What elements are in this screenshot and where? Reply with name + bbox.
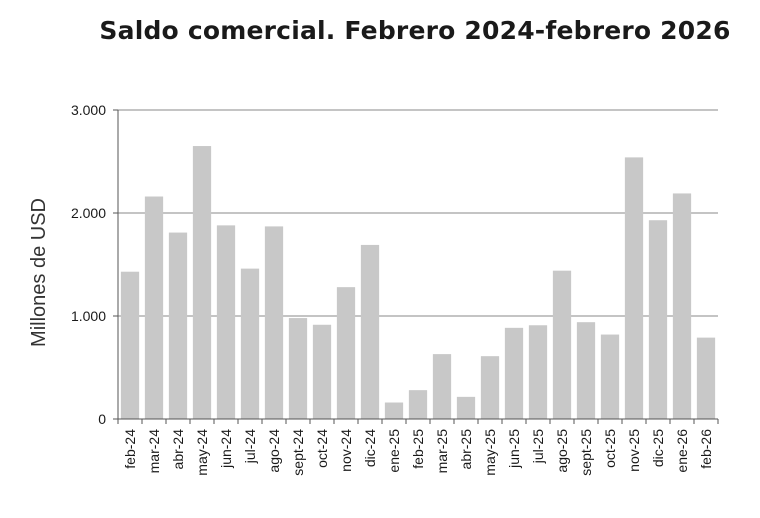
bar bbox=[288, 318, 308, 419]
y-tick-label: 1.000 bbox=[71, 308, 106, 324]
x-tick-label: ene-25 bbox=[386, 429, 402, 473]
x-tick-label: feb-24 bbox=[122, 429, 138, 469]
x-tick-label: sept-24 bbox=[290, 429, 306, 476]
x-tick-label: nov-25 bbox=[626, 429, 642, 472]
bar bbox=[456, 396, 476, 419]
x-tick-label: may-25 bbox=[482, 429, 498, 476]
bar bbox=[552, 270, 572, 419]
bar bbox=[336, 287, 356, 419]
x-tick-label: jul-24 bbox=[242, 429, 258, 464]
x-tick-label: oct-24 bbox=[314, 429, 330, 468]
x-tick-label: ago-25 bbox=[554, 429, 570, 473]
bar bbox=[216, 225, 236, 419]
bar bbox=[672, 193, 692, 419]
bar bbox=[600, 334, 620, 419]
x-tick-label: ago-24 bbox=[266, 429, 282, 473]
bar bbox=[144, 196, 164, 419]
bar bbox=[480, 356, 500, 419]
bar bbox=[384, 402, 404, 419]
y-tick-label: 2.000 bbox=[71, 205, 106, 221]
x-tick-label: jun-25 bbox=[506, 429, 522, 469]
bar bbox=[576, 322, 596, 419]
y-tick-label: 0 bbox=[98, 411, 106, 427]
bar bbox=[264, 226, 284, 419]
bar bbox=[624, 157, 644, 419]
bar bbox=[192, 146, 212, 420]
x-tick-label: ene-26 bbox=[674, 429, 690, 473]
bar bbox=[360, 244, 380, 419]
x-tick-label: feb-26 bbox=[698, 429, 714, 469]
axes bbox=[113, 109, 719, 424]
x-tick-label: dic-24 bbox=[362, 429, 378, 467]
x-tick-label: sept-25 bbox=[578, 429, 594, 476]
bar bbox=[432, 354, 452, 419]
x-tick-label: oct-25 bbox=[602, 429, 618, 468]
bar bbox=[528, 325, 548, 419]
bar bbox=[240, 268, 260, 419]
x-tick-label: jun-24 bbox=[218, 429, 234, 469]
x-tick-label: dic-25 bbox=[650, 429, 666, 467]
bar bbox=[408, 390, 428, 419]
bars bbox=[120, 146, 716, 420]
bar bbox=[168, 232, 188, 419]
chart-title: Saldo comercial. Febrero 2024-febrero 20… bbox=[99, 16, 731, 45]
y-tick-label: 3.000 bbox=[71, 102, 106, 118]
bar bbox=[648, 220, 668, 419]
x-tick-label: may-24 bbox=[194, 429, 210, 476]
y-axis-label: Millones de USD bbox=[28, 198, 50, 347]
y-tick-labels: 0 1.000 2.000 3.000 bbox=[71, 102, 106, 427]
x-tick-label: mar-25 bbox=[434, 429, 450, 474]
bar bbox=[312, 324, 332, 419]
x-tick-label: nov-24 bbox=[338, 429, 354, 472]
bar bbox=[504, 327, 524, 419]
x-tick-label: mar-24 bbox=[146, 429, 162, 474]
bar bbox=[696, 337, 716, 419]
x-tick-label: abr-24 bbox=[170, 429, 186, 470]
x-tick-label: abr-25 bbox=[458, 429, 474, 470]
bar bbox=[120, 271, 140, 419]
x-tick-labels: feb-24 mar-24 abr-24 may-24 jun-24 jul-24 ago-… bbox=[122, 429, 714, 476]
x-tick-label: jul-25 bbox=[530, 429, 546, 464]
x-tick-label: feb-25 bbox=[410, 429, 426, 469]
